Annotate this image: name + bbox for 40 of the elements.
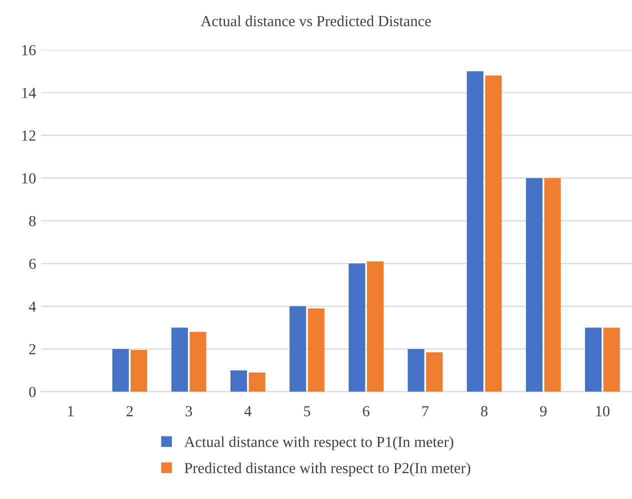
y-tick-label: 12 [22, 130, 36, 141]
bar [190, 332, 206, 392]
chart-title: Actual distance vs Predicted Distance [200, 16, 431, 26]
bar [112, 348, 129, 392]
legend-label: Predicted distance with respect to P2(In meter) [184, 462, 470, 476]
y-tick-label: 0 [29, 386, 36, 398]
x-tick-label: 1 [68, 406, 74, 416]
y-tick-label: 10 [22, 173, 36, 184]
bar [603, 328, 620, 392]
bar [248, 372, 266, 392]
bar [290, 306, 306, 392]
bar [130, 350, 148, 392]
bar [466, 71, 484, 392]
bar [366, 261, 384, 392]
y-tick-label: 8 [29, 216, 36, 226]
legend-label: Actual distance with respect to P1(In meter) [184, 436, 454, 450]
x-tick-label: 7 [422, 406, 429, 416]
x-tick-label: 10 [596, 406, 610, 416]
x-tick-label: 2 [126, 406, 133, 416]
x-tick-label: 4 [244, 406, 252, 416]
y-tick-label: 2 [29, 344, 36, 354]
bar [426, 352, 443, 392]
bar [485, 76, 502, 392]
bar [526, 178, 542, 392]
bar [171, 328, 188, 392]
x-tick-label: 9 [540, 406, 547, 416]
y-tick-label: 4 [28, 302, 36, 312]
bar [544, 178, 561, 392]
bar [408, 348, 424, 392]
bar [308, 308, 324, 392]
y-tick-label: 16 [22, 45, 36, 56]
y-tick-label: 14 [22, 88, 36, 98]
bar [230, 370, 248, 392]
x-tick-label: 6 [362, 406, 370, 416]
y-tick-label: 6 [29, 258, 36, 269]
bar [585, 328, 602, 392]
x-tick-label: 3 [186, 406, 192, 416]
x-tick-label: 5 [304, 406, 310, 416]
bar [348, 264, 366, 392]
x-tick-label: 8 [481, 406, 488, 416]
